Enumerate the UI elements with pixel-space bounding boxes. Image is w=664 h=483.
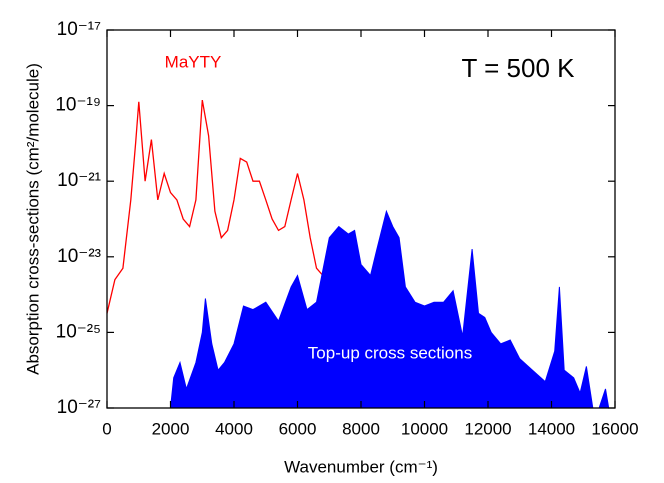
y-tick-label: 10⁻²³ bbox=[57, 246, 101, 267]
y-tick-label: 10⁻²¹ bbox=[57, 170, 101, 191]
y-tick-label: 10⁻¹⁷ bbox=[57, 19, 101, 40]
series-label: MaYTY bbox=[165, 52, 222, 71]
x-tick-label: 0 bbox=[102, 419, 111, 438]
y-tick-label: 10⁻²⁷ bbox=[57, 397, 101, 418]
x-tick-label: 6000 bbox=[279, 419, 317, 438]
x-tick-label: 12000 bbox=[464, 419, 511, 438]
y-axis-label: Absorption cross-sections (cm²/molecule) bbox=[23, 63, 42, 375]
x-tick-label: 10000 bbox=[401, 419, 448, 438]
series-label: Top-up cross sections bbox=[308, 343, 472, 362]
x-tick-label: 16000 bbox=[591, 419, 638, 438]
x-tick-label: 4000 bbox=[215, 419, 253, 438]
x-axis-label: Wavenumber (cm⁻¹) bbox=[284, 457, 438, 476]
y-tick-label: 10⁻¹⁹ bbox=[55, 95, 101, 116]
x-tick-label: 8000 bbox=[342, 419, 380, 438]
annotation: T = 500 K bbox=[462, 53, 576, 83]
line bbox=[106, 99, 330, 314]
y-tick-label: 10⁻²⁵ bbox=[56, 321, 101, 342]
x-tick-label: 14000 bbox=[528, 419, 575, 438]
x-tick-label: 2000 bbox=[152, 419, 190, 438]
area bbox=[169, 209, 610, 409]
